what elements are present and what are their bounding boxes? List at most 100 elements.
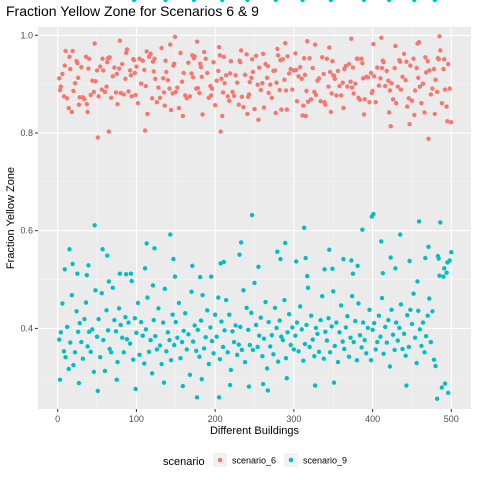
data-point <box>350 65 356 70</box>
data-point <box>57 76 62 81</box>
data-point <box>165 330 171 335</box>
data-point <box>195 85 201 91</box>
data-point <box>93 79 98 84</box>
data-point <box>408 307 413 313</box>
data-point <box>412 335 418 340</box>
data-point <box>268 82 273 87</box>
data-point <box>220 90 226 95</box>
data-point <box>159 45 164 51</box>
data-point <box>293 333 298 338</box>
data-point <box>425 58 430 64</box>
data-point <box>216 395 222 400</box>
data-point <box>349 293 355 299</box>
data-point <box>441 274 446 279</box>
data-point <box>208 325 213 330</box>
data-point <box>209 274 214 279</box>
data-point <box>386 110 392 115</box>
data-point <box>380 271 386 276</box>
data-point <box>407 122 412 127</box>
data-point <box>328 109 334 115</box>
data-point <box>332 343 337 349</box>
data-point <box>239 94 245 100</box>
x-tick-label: 200 <box>208 414 223 424</box>
data-point <box>70 261 75 267</box>
data-point <box>154 347 160 352</box>
data-point <box>445 119 450 124</box>
data-point <box>128 271 134 276</box>
data-point <box>373 100 378 105</box>
data-point <box>244 52 249 57</box>
data-point <box>430 86 435 91</box>
data-point <box>300 0 305 3</box>
data-point <box>371 74 377 79</box>
data-point <box>114 377 119 382</box>
data-point <box>331 73 337 79</box>
data-point <box>351 339 356 345</box>
data-point <box>66 366 71 372</box>
data-point <box>115 101 120 107</box>
data-point <box>154 100 160 105</box>
data-point <box>260 80 265 86</box>
data-point <box>100 56 105 61</box>
data-point <box>135 101 141 106</box>
data-point <box>386 317 391 323</box>
data-point <box>140 333 145 338</box>
y-axis-title: Fraction Yellow Zone <box>5 167 17 269</box>
data-point <box>203 334 208 340</box>
data-point <box>313 325 319 331</box>
data-point <box>159 361 164 367</box>
data-point <box>330 266 335 271</box>
data-point <box>274 80 279 85</box>
legend-title: scenario <box>163 456 205 468</box>
data-point <box>312 354 317 359</box>
data-point <box>350 271 356 276</box>
data-point <box>244 305 249 311</box>
data-point <box>144 241 149 246</box>
data-point <box>257 65 262 70</box>
data-point <box>250 69 256 75</box>
data-point <box>425 313 430 318</box>
data-point <box>249 75 254 81</box>
data-point <box>422 110 427 115</box>
data-point <box>67 54 72 59</box>
data-point <box>142 128 148 133</box>
data-point <box>209 338 215 344</box>
series-scenario_6 <box>57 34 454 142</box>
data-point <box>435 253 441 259</box>
data-point <box>168 232 173 237</box>
data-point <box>269 95 275 101</box>
data-point <box>168 107 174 113</box>
data-point <box>416 75 421 81</box>
data-point <box>433 77 438 82</box>
data-point <box>110 285 115 291</box>
data-point <box>431 357 437 362</box>
data-point <box>238 240 244 245</box>
data-point <box>335 359 341 365</box>
data-point <box>171 63 176 68</box>
data-point <box>362 337 367 343</box>
data-point <box>414 65 419 71</box>
data-point <box>156 306 161 311</box>
data-point <box>190 263 195 269</box>
data-point <box>116 66 122 71</box>
data-point <box>140 58 145 63</box>
data-point <box>294 320 300 325</box>
data-point <box>115 359 120 365</box>
data-point <box>357 97 363 102</box>
data-point <box>380 58 386 63</box>
data-point <box>253 53 259 59</box>
data-point <box>230 89 235 95</box>
data-point <box>331 380 337 385</box>
data-point <box>199 74 204 80</box>
data-point <box>246 92 252 97</box>
data-point <box>340 339 345 344</box>
data-point <box>426 136 431 142</box>
data-point <box>305 38 310 44</box>
data-point <box>238 48 244 53</box>
data-point <box>379 295 385 301</box>
data-point <box>92 223 97 228</box>
data-point <box>252 280 257 286</box>
data-point <box>74 309 79 314</box>
data-point <box>401 51 407 57</box>
data-point <box>260 381 266 387</box>
